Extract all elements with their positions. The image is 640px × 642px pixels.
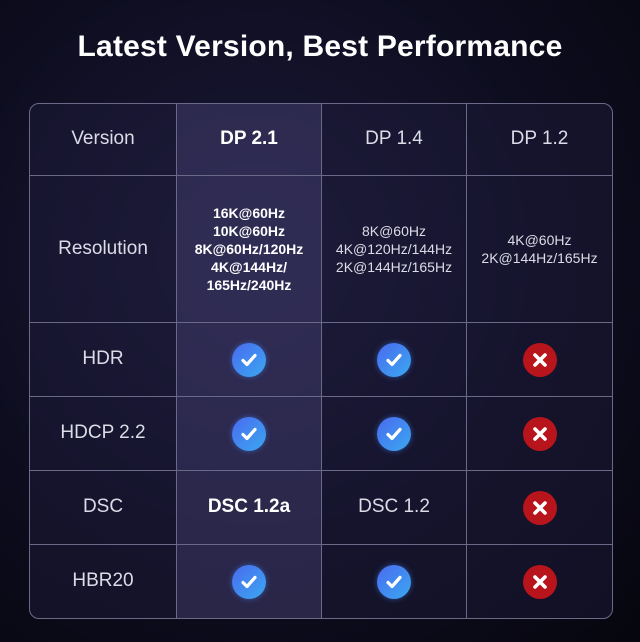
resolution-line: 4K@60Hz <box>507 231 572 248</box>
feature-cell <box>322 545 467 618</box>
cross-icon <box>522 342 557 377</box>
check-icon <box>377 342 411 377</box>
feature-cell <box>322 323 467 397</box>
row-label: DSC <box>30 471 177 545</box>
feature-cell <box>177 323 322 397</box>
resolution-line: 165Hz/240Hz <box>206 277 292 294</box>
check-icon <box>377 416 411 451</box>
feature-cell <box>467 545 612 618</box>
row-label: Resolution <box>30 176 177 323</box>
comparison-table: Version DP 2.1 DP 1.4 DP 1.2 Resolution 16K@6… <box>29 103 613 619</box>
feature-cell <box>467 471 612 545</box>
check-icon <box>232 564 266 599</box>
resolution-cell: 8K@60Hz 4K@120Hz/144Hz 2K@144Hz/165Hz <box>322 176 467 323</box>
feature-cell <box>467 323 612 397</box>
check-icon <box>377 564 411 599</box>
value-cell: DSC 1.2a <box>177 471 322 545</box>
page-title: Latest Version, Best Performance <box>77 30 563 63</box>
resolution-line: 2K@144Hz/165Hz <box>335 259 453 276</box>
feature-cell <box>177 397 322 471</box>
cross-icon <box>522 490 557 525</box>
resolution-line: 2K@144Hz/165Hz <box>481 250 598 266</box>
cross-icon <box>522 564 557 599</box>
header-dp-2-1: DP 2.1 <box>177 104 322 176</box>
cross-icon <box>522 416 557 451</box>
row-label: HDCP 2.2 <box>30 397 177 471</box>
header-dp-1-2: DP 1.2 <box>467 104 612 176</box>
row-label: HBR20 <box>30 545 177 618</box>
header-label: Version <box>30 104 177 176</box>
resolution-line: 16K@60Hz <box>212 204 286 221</box>
resolution-cell: 4K@60Hz 2K@144Hz/165Hz <box>467 176 612 323</box>
check-icon <box>232 342 266 377</box>
feature-cell <box>322 397 467 471</box>
value-cell: DSC 1.2 <box>322 471 467 545</box>
resolution-cell: 16K@60Hz 10K@60Hz 8K@60Hz/120Hz 4K@144Hz/16… <box>177 176 322 323</box>
feature-cell <box>467 397 612 471</box>
row-label: HDR <box>30 323 177 397</box>
check-icon <box>232 416 266 451</box>
resolution-line: 4K@144Hz/ <box>211 259 287 276</box>
resolution-line: 10K@60Hz <box>212 222 286 239</box>
feature-cell <box>177 545 322 618</box>
resolution-line: 8K@60Hz <box>361 222 426 239</box>
header-dp-1-4: DP 1.4 <box>322 104 467 176</box>
resolution-line: 8K@60Hz/120Hz <box>194 240 304 257</box>
resolution-line: 4K@120Hz/144Hz <box>335 240 453 257</box>
